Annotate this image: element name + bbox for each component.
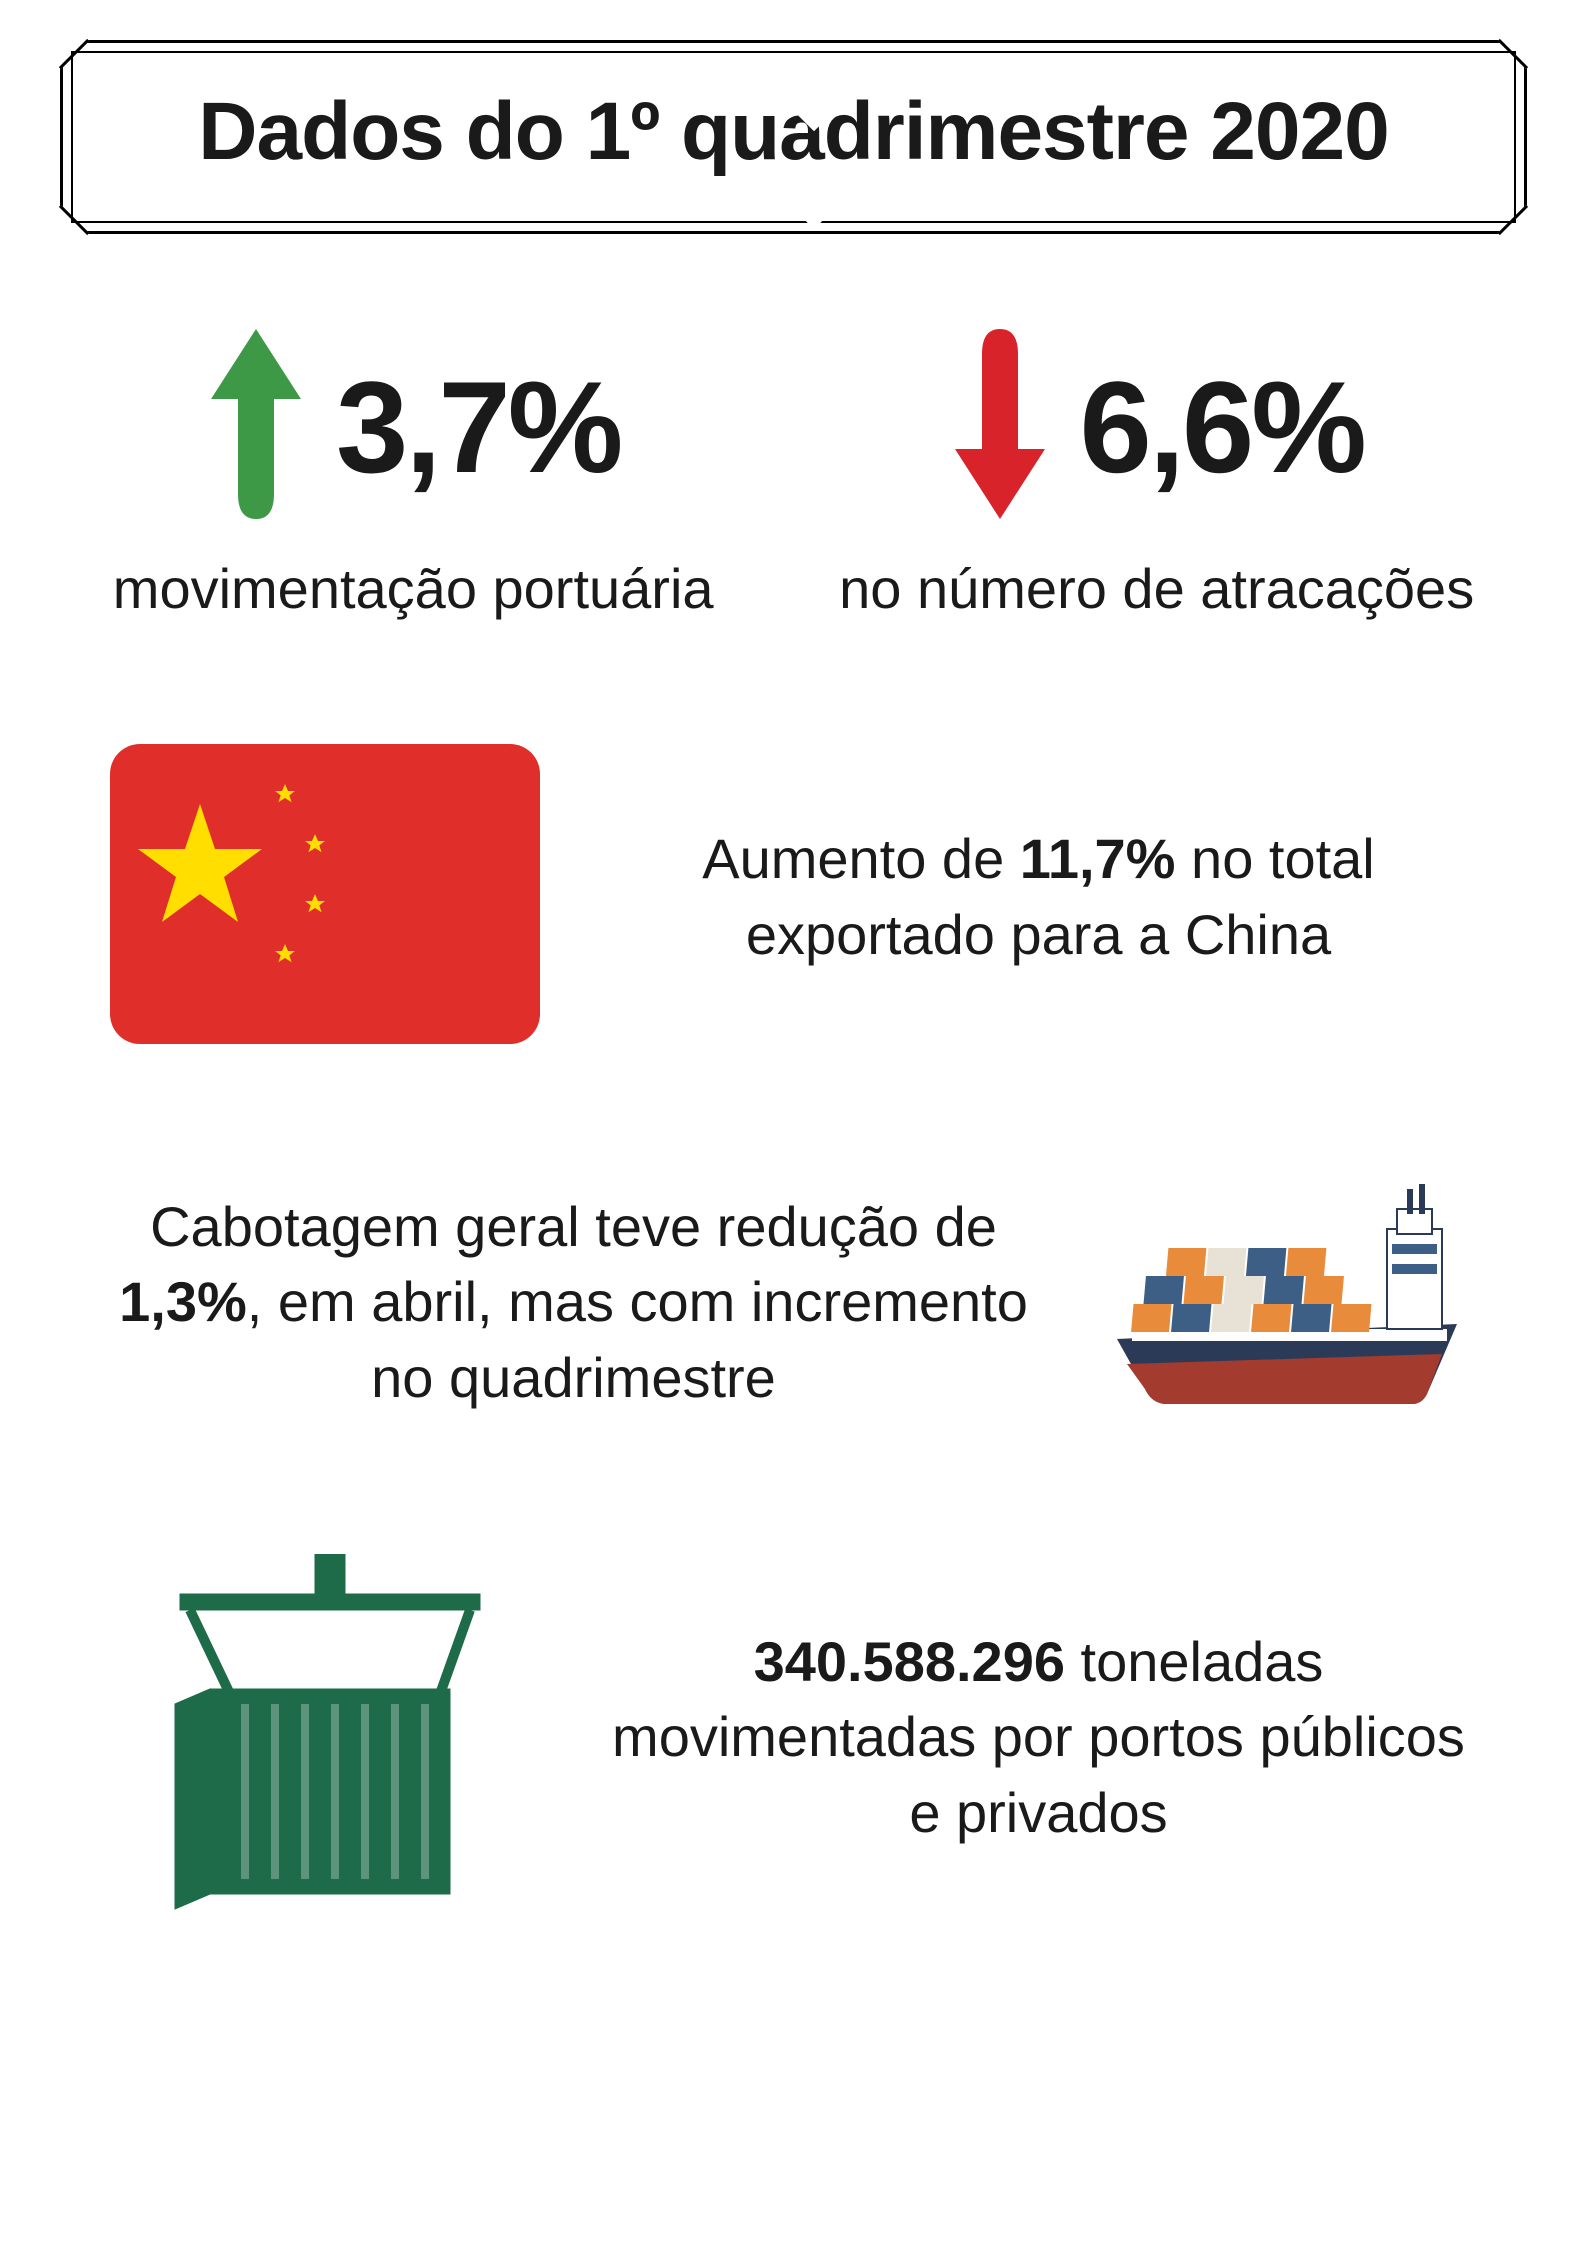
text-bold: 11,7% <box>1020 827 1176 890</box>
stats-row: 3,7% movimentação portuária 6,6% no núme… <box>50 324 1537 624</box>
china-export-text: Aumento de 11,7% no total exportado para… <box>600 821 1477 972</box>
stat-label: movimentação portuária <box>113 554 714 624</box>
text-prefix: Cabotagem geral teve redução de <box>150 1195 997 1258</box>
arrow-down-icon <box>950 324 1050 529</box>
page-title: Dados do 1º quadrimestre 2020 <box>113 83 1474 181</box>
text-bold: 1,3% <box>119 1270 247 1333</box>
crane-container-icon <box>110 1554 540 1919</box>
stat-label: no número de atracações <box>839 554 1474 624</box>
text-suffix: , em abril, mas com incremento no quadri… <box>247 1270 1028 1409</box>
infographic-page: Dados do 1º quadrimestre 2020 3,7% movim… <box>0 0 1587 2245</box>
stat-value: 3,7% <box>336 352 620 502</box>
stat-port-movement: 3,7% movimentação portuária <box>113 324 714 624</box>
row-china-export: Aumento de 11,7% no total exportado para… <box>50 744 1537 1049</box>
text-prefix: Aumento de <box>702 827 1020 890</box>
arrow-up-icon <box>206 324 306 529</box>
title-inner: Dados do 1º quadrimestre 2020 <box>71 51 1516 223</box>
tonnage-text: 340.588.296 toneladas movimentadas por p… <box>600 1624 1477 1851</box>
row-tonnage: 340.588.296 toneladas movimentadas por p… <box>50 1554 1537 1919</box>
text-bold: 340.588.296 <box>754 1630 1065 1693</box>
cabotage-text: Cabotagem geral teve redução de 1,3%, em… <box>110 1189 1037 1416</box>
row-cabotage: Cabotagem geral teve redução de 1,3%, em… <box>50 1169 1537 1434</box>
stat-value: 6,6% <box>1080 352 1364 502</box>
china-flag-icon <box>110 744 540 1049</box>
container-ship-icon <box>1097 1169 1477 1434</box>
stat-dockings: 6,6% no número de atracações <box>839 324 1474 624</box>
title-frame: Dados do 1º quadrimestre 2020 <box>60 40 1527 234</box>
